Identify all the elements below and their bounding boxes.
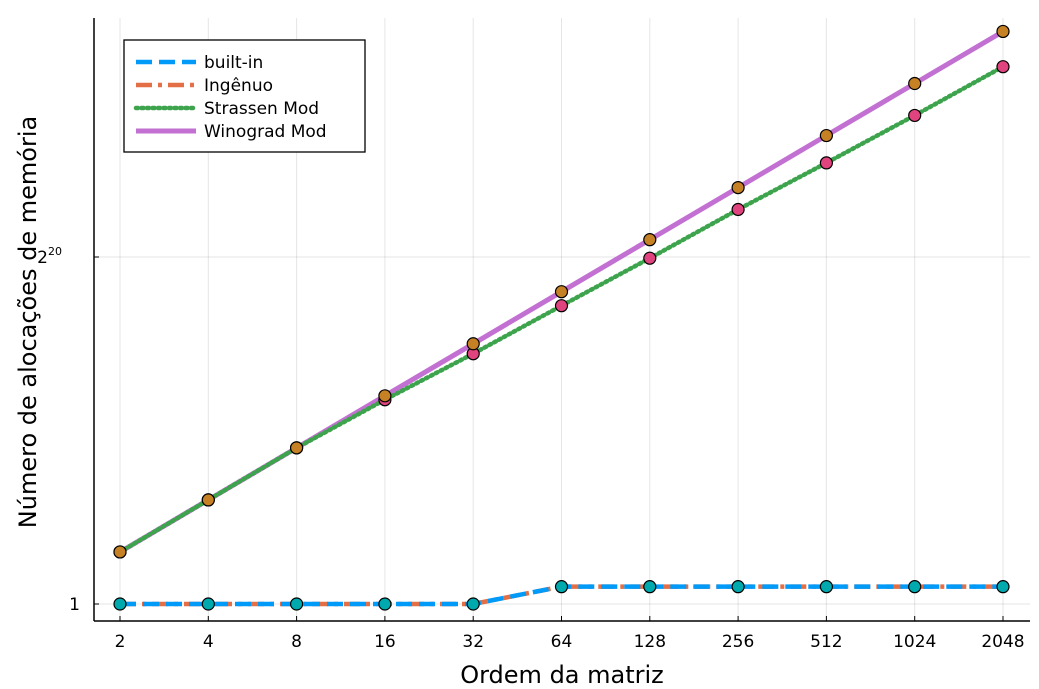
x-tick-label: 128 <box>634 632 666 652</box>
marker-point <box>908 76 922 91</box>
marker-point <box>996 60 1010 74</box>
marker-point <box>466 337 480 351</box>
marker-point <box>113 545 127 559</box>
marker-point <box>290 441 304 455</box>
marker-point <box>996 580 1010 594</box>
marker-point <box>731 202 745 217</box>
marker-point <box>731 580 745 594</box>
x-tick-label: 512 <box>810 632 842 652</box>
x-tick-label: 2 <box>115 632 126 652</box>
x-tick-label: 8 <box>291 632 302 652</box>
marker-point <box>643 251 657 265</box>
legend-label: Strassen Mod <box>204 99 319 119</box>
marker-point <box>466 597 480 611</box>
marker-point <box>554 580 569 594</box>
ticks: 2 4 8 16 32 64 128 256 512 1024 2048 1 220 <box>37 245 1024 652</box>
marker-point <box>554 285 569 299</box>
marker-point <box>201 597 215 611</box>
x-tick-label: 256 <box>722 632 754 652</box>
x-tick-label: 2048 <box>981 632 1024 652</box>
marker-point <box>378 597 392 611</box>
marker-point <box>643 580 657 594</box>
x-tick-label: 1024 <box>893 632 936 652</box>
legend: built-in Ingênuo Strassen Mod Winograd Mod <box>123 39 366 153</box>
marker-point <box>819 128 834 143</box>
marker-layer <box>113 24 1010 611</box>
x-tick-label: 64 <box>551 632 573 652</box>
marker-point <box>201 493 215 507</box>
marker-point <box>378 389 392 403</box>
marker-point <box>643 233 657 247</box>
marker-point <box>819 156 834 170</box>
legend-label: Ingênuo <box>204 76 273 96</box>
marker-point <box>819 580 834 594</box>
x-tick-label: 16 <box>374 632 396 652</box>
x-tick-label: 4 <box>203 632 214 652</box>
marker-point <box>554 299 569 313</box>
x-axis-title: Ordem da matriz <box>460 661 664 689</box>
y-axis-title: Número de alocações de memória <box>14 116 42 528</box>
marker-point <box>113 597 127 611</box>
y-tick-label: 220 <box>37 245 62 268</box>
y-tick-label: 1 <box>69 595 80 615</box>
marker-point <box>731 181 745 195</box>
marker-point <box>290 597 304 611</box>
marker-point <box>908 580 922 594</box>
marker-point <box>996 24 1010 39</box>
x-tick-label: 32 <box>462 632 484 652</box>
legend-label: built-in <box>204 53 263 73</box>
legend-label: Winograd Mod <box>204 122 327 142</box>
marker-point <box>908 108 922 123</box>
